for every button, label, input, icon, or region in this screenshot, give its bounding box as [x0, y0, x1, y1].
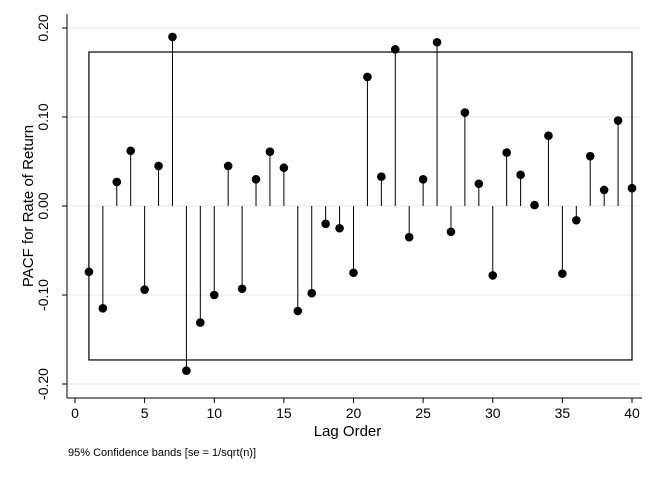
pacf-point	[544, 131, 553, 140]
x-tick-label: 0	[71, 405, 79, 421]
x-tick-label: 15	[276, 405, 292, 421]
pacf-point	[446, 227, 456, 237]
y-axis-title: PACF for Rate of Return	[20, 125, 37, 287]
pacf-point	[585, 151, 595, 161]
pacf-point	[223, 161, 233, 171]
chart-note: 95% Confidence bands [se = 1/sqrt(n)]	[68, 447, 256, 459]
pacf-point	[404, 232, 414, 242]
x-tick-label: 35	[555, 405, 571, 421]
pacf-point	[293, 306, 303, 316]
pacf-point	[558, 269, 567, 278]
pacf-point	[168, 32, 177, 42]
x-tick-label: 10	[206, 405, 222, 421]
pacf-point	[154, 161, 163, 171]
y-tick-label: 0.10	[35, 103, 51, 130]
pacf-point	[237, 284, 247, 294]
pacf-point	[432, 37, 442, 47]
pacf-point	[335, 223, 344, 233]
y-tick-label: 0.20	[35, 14, 51, 41]
pacf-point	[196, 318, 205, 327]
pacf-point	[251, 175, 261, 184]
pacf-point	[349, 268, 358, 278]
pacf-point	[279, 163, 289, 173]
pacf-point	[572, 215, 581, 225]
x-tick-label: 40	[624, 405, 640, 421]
pacf-point	[502, 148, 511, 157]
pacf-point	[377, 172, 386, 181]
pacf-point	[474, 179, 484, 189]
x-axis-title: Lag Order	[314, 423, 382, 440]
pacf-point	[112, 177, 122, 187]
y-tick-label: -0.20	[35, 368, 51, 400]
pacf-point	[140, 285, 149, 294]
pacf-point	[321, 219, 330, 229]
x-tick-label: 30	[485, 405, 501, 421]
pacf-point	[363, 72, 372, 82]
pacf-point	[307, 288, 317, 298]
pacf-point	[126, 146, 135, 156]
pacf-point	[599, 185, 609, 195]
pacf-point	[460, 108, 470, 117]
pacf-point	[209, 290, 219, 300]
pacf-point	[265, 147, 275, 157]
pacf-series	[84, 32, 637, 375]
pacf-point	[488, 271, 498, 280]
axis-ticks: -0.20 -0.10 0.00 0.10 0.20 0 5 10 15 20 25 30 35 40	[35, 14, 640, 421]
pacf-point	[418, 175, 428, 184]
y-tick-label: -0.10	[35, 279, 51, 311]
pacf-point	[84, 267, 94, 277]
pacf-point	[627, 183, 637, 193]
pacf-point	[613, 116, 623, 125]
pacf-point	[390, 45, 400, 54]
pacf-point	[516, 170, 525, 180]
y-tick-label: 0.00	[35, 192, 51, 219]
x-tick-label: 25	[415, 405, 431, 421]
x-tick-label: 5	[141, 405, 149, 421]
pacf-point	[530, 200, 539, 210]
pacf-point	[98, 304, 108, 313]
pacf-point	[182, 366, 191, 375]
x-tick-label: 20	[346, 405, 362, 421]
